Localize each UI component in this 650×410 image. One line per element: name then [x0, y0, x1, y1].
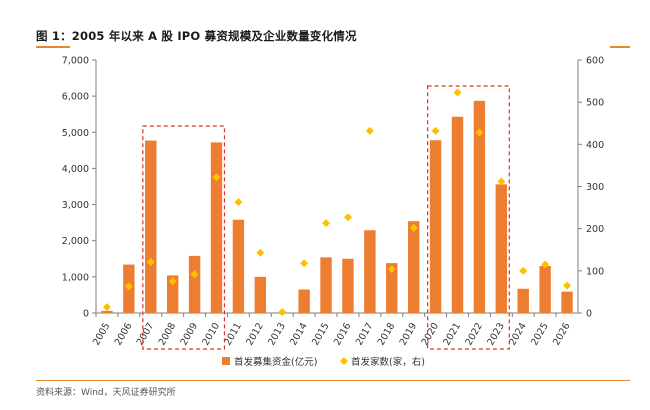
point-2010	[212, 173, 221, 182]
point-2007	[146, 257, 155, 266]
legend-point-swatch	[340, 357, 348, 365]
y-left-tick-label: 2,000	[62, 236, 89, 247]
point-2015	[322, 219, 331, 228]
x-tick-label-2019: 2019	[398, 321, 420, 347]
point-2025	[541, 260, 550, 269]
point-2021	[453, 88, 462, 97]
x-tick-label-2012: 2012	[244, 321, 266, 347]
x-tick-label-2025: 2025	[529, 321, 551, 347]
x-tick-label-2009: 2009	[179, 321, 201, 347]
x-tick-label-2007: 2007	[135, 321, 157, 347]
x-tick-label-2024: 2024	[507, 321, 529, 347]
title-accent-rule-right	[610, 46, 630, 48]
x-tick-label-2018: 2018	[376, 321, 398, 347]
y-right-tick-label: 600	[586, 56, 604, 67]
y-left-tick-label: 5,000	[62, 128, 89, 139]
y-left-tick-label: 6,000	[62, 92, 89, 103]
point-2018	[387, 265, 396, 274]
bar-2018	[386, 263, 398, 313]
bar-2012	[254, 276, 267, 313]
highlight-box-2007-2010	[142, 125, 226, 350]
point-2006	[124, 282, 133, 291]
footer-rule	[36, 380, 630, 381]
point-2013	[278, 308, 287, 317]
bar-2010	[210, 142, 223, 313]
point-2016	[343, 213, 352, 222]
x-tick-label-2005: 2005	[91, 321, 113, 347]
bar-2017	[364, 230, 376, 313]
bar-2025	[539, 266, 551, 313]
y-left-tick-label: 1,000	[62, 272, 89, 283]
y-right-tick-label: 500	[586, 98, 604, 109]
point-2026	[563, 281, 572, 290]
bar-2014	[298, 289, 310, 313]
x-tick-label-2016: 2016	[332, 321, 354, 347]
bar-2009	[188, 255, 201, 313]
point-2005	[102, 303, 111, 312]
y-right-tick-label: 400	[586, 140, 604, 151]
x-tick-label-2020: 2020	[420, 321, 442, 347]
point-2008	[168, 277, 177, 286]
x-tick-label-2014: 2014	[288, 321, 310, 347]
x-tick-label-2013: 2013	[266, 321, 288, 347]
y-left-tick-label: 4,000	[62, 164, 89, 175]
legend-point-label: 首发家数(家，右)	[351, 356, 425, 368]
point-2017	[365, 126, 374, 135]
bar-2019	[407, 221, 420, 313]
point-2024	[519, 266, 528, 275]
x-tick-label-2022: 2022	[463, 321, 485, 347]
x-tick-label-2010: 2010	[200, 321, 222, 347]
bar-2007	[145, 140, 157, 313]
figure-title: 图 1：2005 年以来 A 股 IPO 募资规模及企业数量变化情况	[36, 29, 357, 43]
bar-2024	[517, 288, 529, 313]
bar-2021	[451, 116, 464, 313]
bar-2023	[495, 184, 508, 313]
point-2012	[256, 248, 265, 257]
title-accent-rule	[36, 46, 70, 48]
highlight-box-2020-2023	[427, 85, 510, 350]
y-right-tick-label: 300	[586, 182, 604, 193]
bar-2011	[232, 219, 245, 313]
bar-2015	[320, 257, 332, 313]
x-tick-label-2006: 2006	[113, 321, 135, 347]
x-tick-label-2021: 2021	[441, 321, 463, 347]
bar-2026	[561, 291, 573, 313]
y-left-tick-label: 7,000	[62, 56, 89, 67]
point-2014	[300, 259, 309, 268]
y-left-tick-label: 3,000	[62, 200, 89, 211]
x-tick-label-2008: 2008	[157, 321, 179, 347]
y-right-tick-label: 100	[586, 266, 604, 277]
x-tick-label-2023: 2023	[485, 321, 507, 347]
point-2020	[431, 126, 440, 135]
y-left-tick-label: 0	[83, 309, 89, 320]
source-note: 资料来源：Wind，天风证券研究所	[36, 388, 176, 398]
x-tick-label-2026: 2026	[551, 321, 573, 347]
point-2019	[409, 223, 418, 232]
bar-2020	[429, 140, 442, 313]
bar-2008	[166, 275, 179, 313]
point-2022	[475, 128, 484, 137]
bar-2016	[342, 258, 354, 313]
x-tick-label-2017: 2017	[354, 321, 376, 347]
point-2023	[497, 177, 506, 186]
point-2011	[234, 198, 243, 207]
y-right-tick-label: 200	[586, 224, 604, 235]
bar-2022	[473, 100, 486, 313]
x-tick-label-2011: 2011	[222, 321, 244, 347]
legend-bar-label: 首发募集资金(亿元)	[234, 356, 317, 368]
bar-2005	[101, 310, 113, 313]
point-2009	[190, 270, 199, 279]
legend-bar-swatch	[222, 357, 230, 365]
x-tick-label-2015: 2015	[310, 321, 332, 347]
y-right-tick-label: 0	[586, 309, 592, 320]
